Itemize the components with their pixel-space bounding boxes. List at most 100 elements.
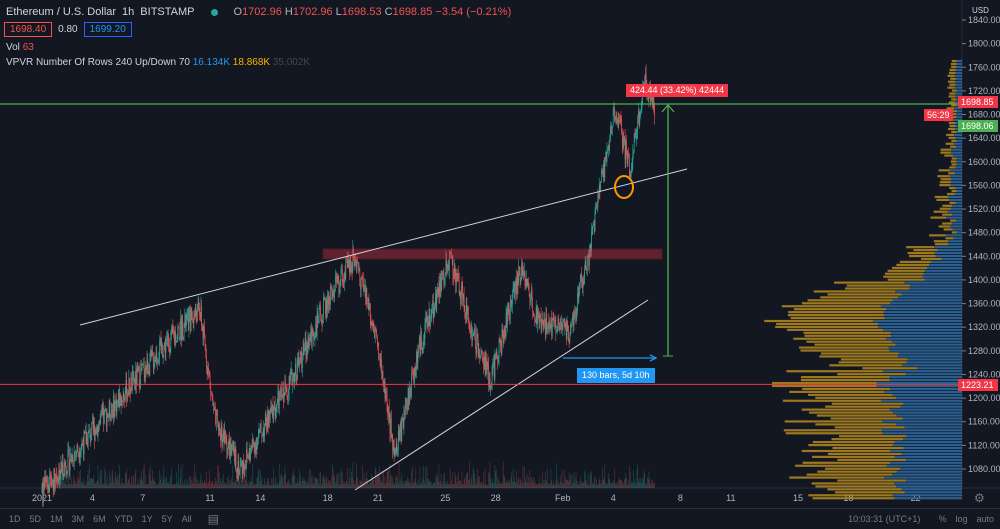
volume-bar bbox=[308, 482, 310, 488]
candle-body bbox=[318, 308, 320, 321]
candle-body bbox=[304, 338, 306, 349]
volume-bar bbox=[493, 484, 494, 488]
candle-body bbox=[359, 268, 361, 286]
price-tick-label: 1120.00 bbox=[968, 440, 1000, 450]
log-toggle[interactable]: log bbox=[955, 514, 968, 524]
candle-body bbox=[270, 406, 272, 412]
candle-body bbox=[542, 319, 543, 324]
volume-bar bbox=[154, 482, 156, 488]
vp-bar-up bbox=[883, 328, 962, 331]
volume-bar bbox=[269, 484, 271, 488]
candle-body bbox=[54, 475, 56, 489]
candle-body bbox=[71, 455, 73, 462]
currency-label[interactable]: USD bbox=[972, 6, 989, 15]
volume-bar bbox=[227, 475, 229, 488]
candle-body bbox=[176, 336, 178, 341]
volume-bar bbox=[139, 476, 141, 488]
vpvr-legend[interactable]: VPVR Number Of Rows 240 Up/Down 70 16.13… bbox=[6, 57, 310, 68]
volume-bar bbox=[390, 475, 392, 488]
candle-body bbox=[219, 428, 221, 431]
volume-bar bbox=[475, 478, 477, 488]
vp-bar-down bbox=[946, 192, 955, 196]
vp-bar-up bbox=[889, 408, 962, 411]
volume-bar bbox=[180, 469, 181, 488]
symbol-name[interactable]: Ethereum / U.S. Dollar bbox=[6, 6, 117, 18]
range-3m[interactable]: 3M bbox=[71, 514, 85, 524]
candle-body bbox=[125, 380, 127, 393]
volume-bar bbox=[379, 466, 380, 488]
candle-body bbox=[601, 171, 603, 173]
range-6m[interactable]: 6M bbox=[93, 514, 106, 524]
candle-body bbox=[512, 287, 514, 299]
percent-toggle[interactable]: % bbox=[938, 514, 947, 524]
date-range-icon[interactable]: ▤ bbox=[207, 512, 219, 526]
volume-legend[interactable]: Vol 63 bbox=[6, 42, 34, 53]
volume-bar bbox=[604, 464, 606, 488]
candle-body bbox=[225, 430, 226, 439]
range-ytd[interactable]: YTD bbox=[114, 514, 133, 524]
candle-body bbox=[418, 347, 419, 353]
candle-body bbox=[291, 369, 293, 385]
candle-body bbox=[442, 272, 444, 274]
vp-bar-down bbox=[789, 390, 885, 394]
vp-bar-up bbox=[884, 390, 962, 394]
volume-bar bbox=[267, 477, 268, 488]
vp-bar-up bbox=[890, 331, 962, 334]
vp-bar-down bbox=[795, 464, 887, 467]
volume-bar bbox=[496, 484, 498, 488]
range-1m[interactable]: 1M bbox=[50, 514, 63, 524]
vp-bar-down bbox=[806, 473, 893, 476]
candle-body bbox=[616, 115, 618, 123]
price-chart[interactable]: 1840.001800.001760.001720.001680.001640.… bbox=[0, 0, 1000, 508]
candle-body bbox=[639, 115, 641, 124]
candle-body bbox=[143, 364, 145, 376]
candle-body bbox=[297, 360, 298, 379]
vp-bar-up bbox=[882, 370, 962, 373]
volume-bar bbox=[517, 479, 519, 488]
range-all[interactable]: All bbox=[181, 514, 192, 524]
vp-bar-up bbox=[934, 251, 962, 255]
buy-button[interactable]: 1699.20 bbox=[83, 22, 132, 37]
candle-body bbox=[266, 425, 268, 432]
candle-body bbox=[214, 409, 216, 411]
volume-bar bbox=[92, 478, 93, 488]
range-1d[interactable]: 1D bbox=[9, 514, 21, 524]
volume-bar bbox=[645, 483, 647, 488]
range-5d[interactable]: 5D bbox=[29, 514, 42, 524]
candle-body bbox=[546, 314, 548, 329]
candle-body bbox=[384, 380, 386, 399]
volume-bar bbox=[263, 484, 265, 488]
range-5y[interactable]: 5Y bbox=[161, 514, 173, 524]
volume-bar bbox=[633, 469, 634, 488]
auto-toggle[interactable]: auto bbox=[976, 514, 994, 524]
volume-bar bbox=[143, 468, 144, 488]
settings-gear-icon[interactable]: ⚙ bbox=[974, 491, 985, 505]
candle-body bbox=[264, 414, 266, 424]
candle-body bbox=[60, 462, 62, 475]
sell-button[interactable]: 1698.40 bbox=[4, 22, 53, 37]
candle-body bbox=[589, 244, 591, 251]
vp-bar-up bbox=[905, 479, 962, 482]
volume-bar bbox=[505, 483, 506, 488]
volume-bar bbox=[451, 472, 453, 488]
clock[interactable]: 10:03:31 (UTC+1) bbox=[848, 514, 921, 524]
volume-bar bbox=[329, 480, 331, 488]
volume-bar bbox=[362, 465, 363, 488]
candle-body bbox=[218, 428, 220, 431]
vp-bar-down bbox=[948, 80, 956, 83]
candle-body bbox=[229, 445, 231, 460]
candle-body bbox=[553, 319, 555, 322]
volume-bar bbox=[106, 484, 107, 488]
candle-body bbox=[293, 373, 295, 384]
volume-bar bbox=[394, 484, 396, 488]
candle-body bbox=[526, 278, 527, 288]
vp-bar-down bbox=[947, 74, 955, 77]
candle-body bbox=[239, 465, 241, 472]
volume-bar bbox=[624, 478, 626, 488]
vp-bar-up bbox=[891, 340, 962, 343]
vp-bar-down bbox=[800, 376, 890, 379]
vp-bar-down bbox=[939, 207, 951, 210]
interval[interactable]: 1h bbox=[122, 6, 135, 18]
candle-body bbox=[157, 361, 158, 363]
range-1y[interactable]: 1Y bbox=[141, 514, 153, 524]
